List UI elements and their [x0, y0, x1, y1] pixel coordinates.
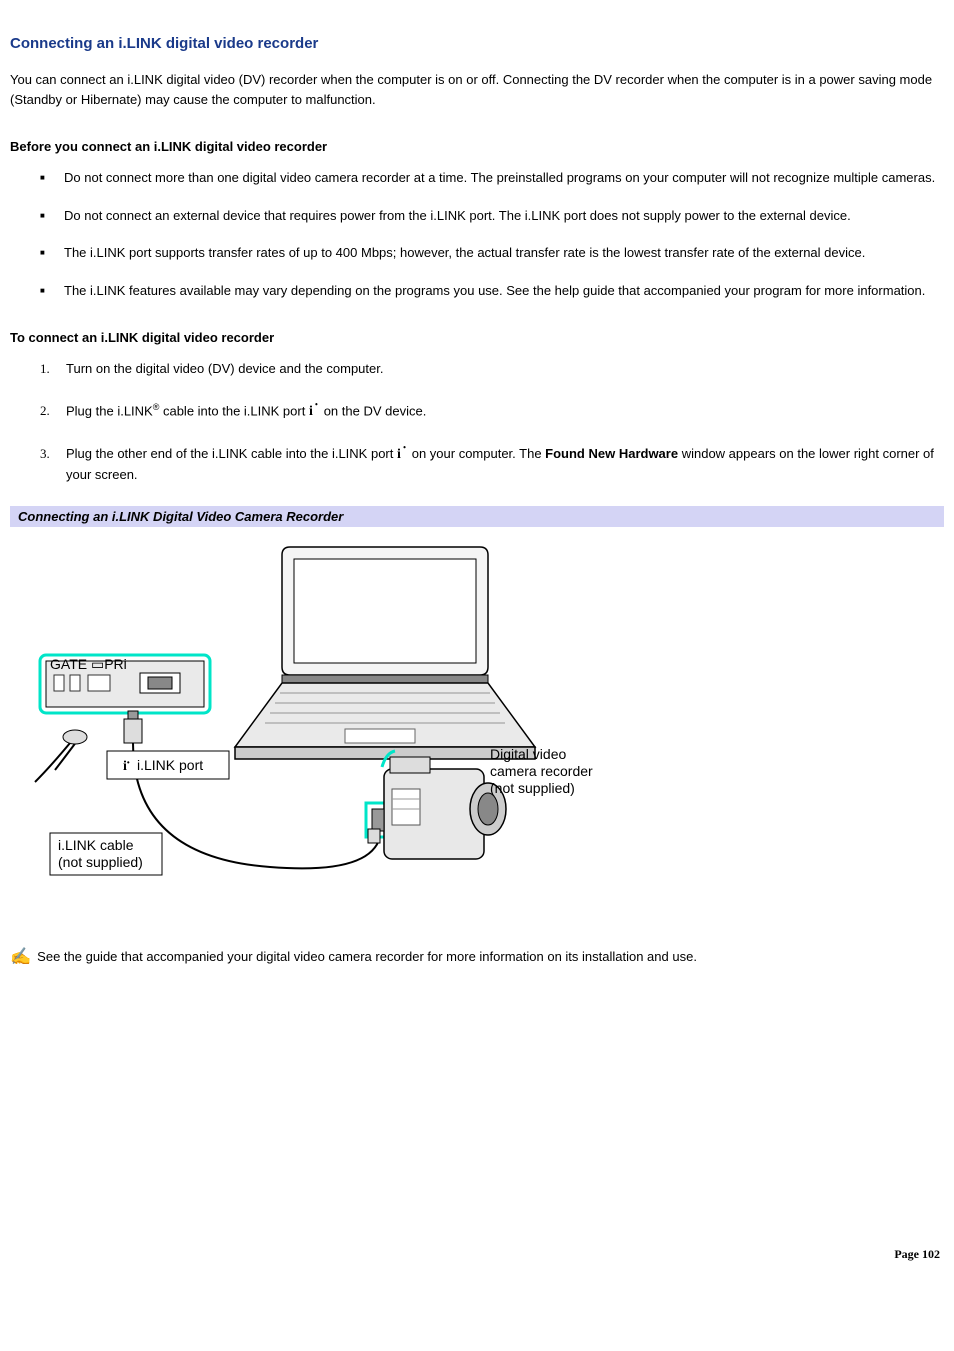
diagram-label-port: i.LINK port [137, 757, 203, 773]
diagram-label-cam-1: Digital video [490, 746, 566, 762]
step-text: Plug the i.LINK [66, 403, 153, 418]
list-item: Plug the other end of the i.LINK cable i… [40, 444, 944, 485]
figure-caption: Connecting an i.LINK Digital Video Camer… [10, 506, 944, 527]
diagram-label-cable-2: (not supplied) [58, 854, 143, 870]
diagram-svg: GATE ▭PRi i• i.LINK port i.LINK cable (n… [10, 527, 650, 907]
diagram-label-cam-3: (not supplied) [490, 780, 575, 796]
list-item: Turn on the digital video (DV) device an… [40, 359, 944, 379]
step-text: on the DV device. [320, 403, 426, 418]
list-item: Do not connect an external device that r… [40, 206, 944, 226]
ilink-icon: i [309, 401, 313, 422]
note-line: ✍ See the guide that accompanied your di… [10, 947, 944, 967]
ilink-icon: i [397, 444, 401, 465]
page-title: Connecting an i.LINK digital video recor… [10, 35, 944, 52]
step-text: on your computer. The [408, 446, 545, 461]
diagram-label-cam-2: camera recorder [490, 763, 593, 779]
svg-text:GATE ▭PRi: GATE ▭PRi [50, 656, 127, 672]
list-item: The i.LINK port supports transfer rates … [40, 243, 944, 263]
bold-text: Found New Hardware [545, 446, 678, 461]
list-item: Do not connect more than one digital vid… [40, 168, 944, 188]
page-number: Page 102 [10, 1247, 944, 1262]
step-text: Plug the other end of the i.LINK cable i… [66, 446, 397, 461]
note-icon: ✍ [10, 948, 31, 965]
step-text: cable into the i.LINK port [159, 403, 309, 418]
list-item: Plug the i.LINK® cable into the i.LINK p… [40, 401, 944, 422]
diagram-label-cable-1: i.LINK cable [58, 837, 134, 853]
list-item: The i.LINK features available may vary d… [40, 281, 944, 301]
before-list: Do not connect more than one digital vid… [10, 168, 944, 300]
to-connect-heading: To connect an i.LINK digital video recor… [10, 330, 944, 345]
intro-paragraph: You can connect an i.LINK digital video … [10, 70, 944, 109]
note-text: See the guide that accompanied your digi… [37, 947, 697, 967]
connection-diagram: GATE ▭PRi i• i.LINK port i.LINK cable (n… [10, 527, 944, 907]
steps-list: Turn on the digital video (DV) device an… [10, 359, 944, 484]
before-heading: Before you connect an i.LINK digital vid… [10, 139, 944, 154]
